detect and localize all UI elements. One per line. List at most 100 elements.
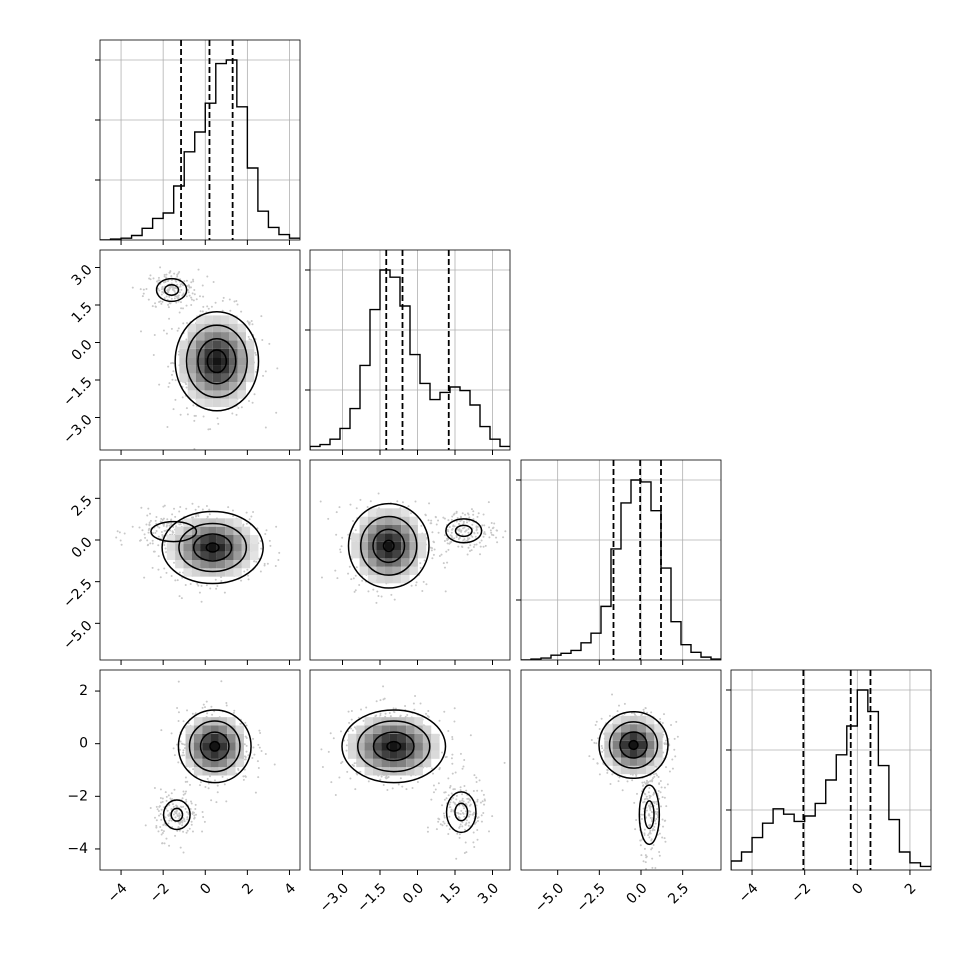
density-cell — [233, 551, 242, 560]
density-cell — [376, 550, 385, 559]
density-cell — [237, 390, 247, 399]
density-cell — [166, 551, 176, 560]
scatter-point — [152, 550, 155, 553]
contour-line — [150, 520, 198, 543]
contour-line — [608, 721, 659, 769]
scatter-point — [594, 723, 597, 726]
density-cell — [196, 323, 205, 333]
density-cell — [212, 348, 222, 358]
density-cell — [367, 558, 377, 567]
scatter-point — [141, 295, 144, 298]
scatter-point — [621, 789, 624, 792]
scatter-point — [462, 765, 465, 768]
scatter-point — [197, 584, 200, 587]
density-cell — [212, 373, 222, 383]
density-cell — [227, 750, 236, 759]
density-cell — [422, 758, 432, 768]
scatter-point — [171, 513, 174, 516]
density-cell — [216, 568, 226, 577]
scatter-point — [410, 584, 413, 587]
scatter-point — [253, 560, 256, 563]
scatter-point — [149, 542, 152, 545]
scatter-point — [236, 303, 239, 306]
density-cell — [364, 725, 373, 734]
scatter-point — [482, 532, 485, 535]
density-cell — [397, 725, 407, 734]
scatter-point — [157, 276, 160, 279]
density-cell — [166, 543, 176, 552]
panel-content — [319, 492, 507, 604]
contour-line — [197, 338, 237, 385]
scatter-point — [174, 295, 177, 298]
panel-content — [131, 266, 279, 450]
scatter-point — [202, 305, 205, 308]
scatter-point — [626, 780, 629, 783]
scatter-point — [645, 795, 648, 798]
density-cell — [210, 733, 219, 743]
scatter-point — [654, 810, 657, 813]
scatter-point — [264, 532, 267, 535]
density-cell — [604, 740, 613, 750]
scatter-point — [180, 742, 183, 745]
scatter-point — [194, 813, 197, 816]
scatter-point — [451, 753, 454, 756]
scatter-point — [173, 754, 176, 757]
scatter-point — [445, 550, 448, 553]
scatter-point — [375, 601, 378, 604]
scatter-point — [399, 777, 402, 780]
scatter-point — [447, 730, 450, 733]
scatter-point — [158, 289, 161, 292]
scatter-point — [367, 590, 370, 593]
scatter-point — [336, 577, 339, 580]
density-cell — [200, 535, 209, 544]
panel-frame — [99, 669, 301, 871]
scatter-point — [255, 560, 258, 563]
scatter-point — [650, 839, 653, 842]
scatter-point — [123, 532, 126, 535]
scatter-point — [649, 807, 652, 810]
scatter-point — [351, 519, 354, 522]
scatter-point — [652, 792, 655, 795]
scatter-point — [335, 511, 338, 514]
scatter-point — [457, 545, 460, 548]
scatter-point — [235, 413, 238, 416]
scatter-point — [149, 512, 152, 515]
scatter-point — [470, 508, 473, 511]
scatter-point — [414, 500, 417, 503]
density-cell — [654, 749, 663, 758]
scatter-point — [159, 576, 162, 579]
scatter-point — [633, 801, 636, 804]
panel-frame — [730, 669, 932, 871]
density-cell — [359, 533, 368, 542]
y-tick-label: 2 — [79, 683, 88, 699]
scatter-point — [595, 720, 598, 723]
scatter-point — [142, 292, 145, 295]
scatter-point — [648, 836, 651, 839]
scatter-point — [384, 776, 387, 779]
density-cell — [392, 541, 402, 550]
scatter-point — [433, 548, 436, 551]
scatter-point — [458, 836, 461, 839]
scatter-point — [362, 719, 365, 722]
scatter-point — [157, 568, 160, 571]
scatter-point — [203, 706, 206, 709]
scatter-point — [430, 767, 433, 770]
scatter-point — [452, 810, 455, 813]
scatter-point — [411, 786, 414, 789]
scatter-point — [476, 789, 479, 792]
scatter-point — [235, 300, 238, 303]
density-cell — [212, 332, 222, 341]
density-cell — [187, 332, 197, 341]
scatter-point — [483, 524, 486, 527]
density-cell — [185, 725, 194, 734]
scatter-point — [162, 830, 165, 833]
panel-frame — [520, 459, 722, 661]
panel-frame — [309, 249, 511, 451]
scatter-point — [182, 751, 185, 754]
scatter-point — [472, 518, 475, 521]
scatter-point — [186, 818, 189, 821]
scatter-point — [438, 554, 441, 557]
density-cell — [227, 717, 236, 726]
scatter-point — [204, 786, 207, 789]
scatter-point — [184, 792, 187, 795]
